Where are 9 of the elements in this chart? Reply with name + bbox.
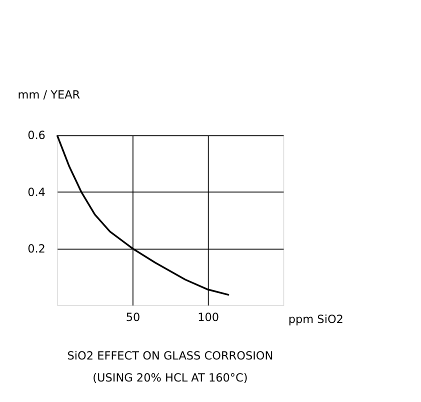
y-axis-title: mm / YEAR (18, 88, 80, 102)
y-tick-label: 0.4 (28, 186, 46, 199)
x-tick-label: 50 (126, 311, 140, 324)
x-tick-label: 100 (198, 311, 220, 324)
x-axis-title: ppm SiO2 (288, 312, 344, 326)
text: (USING 20% HCL AT 160°C) (92, 371, 248, 384)
text: SiO2 EFFECT ON GLASS CORROSION (67, 350, 274, 363)
y-tick-label: 0.6 (28, 129, 46, 142)
y-tick-label: 0.2 (28, 242, 46, 256)
